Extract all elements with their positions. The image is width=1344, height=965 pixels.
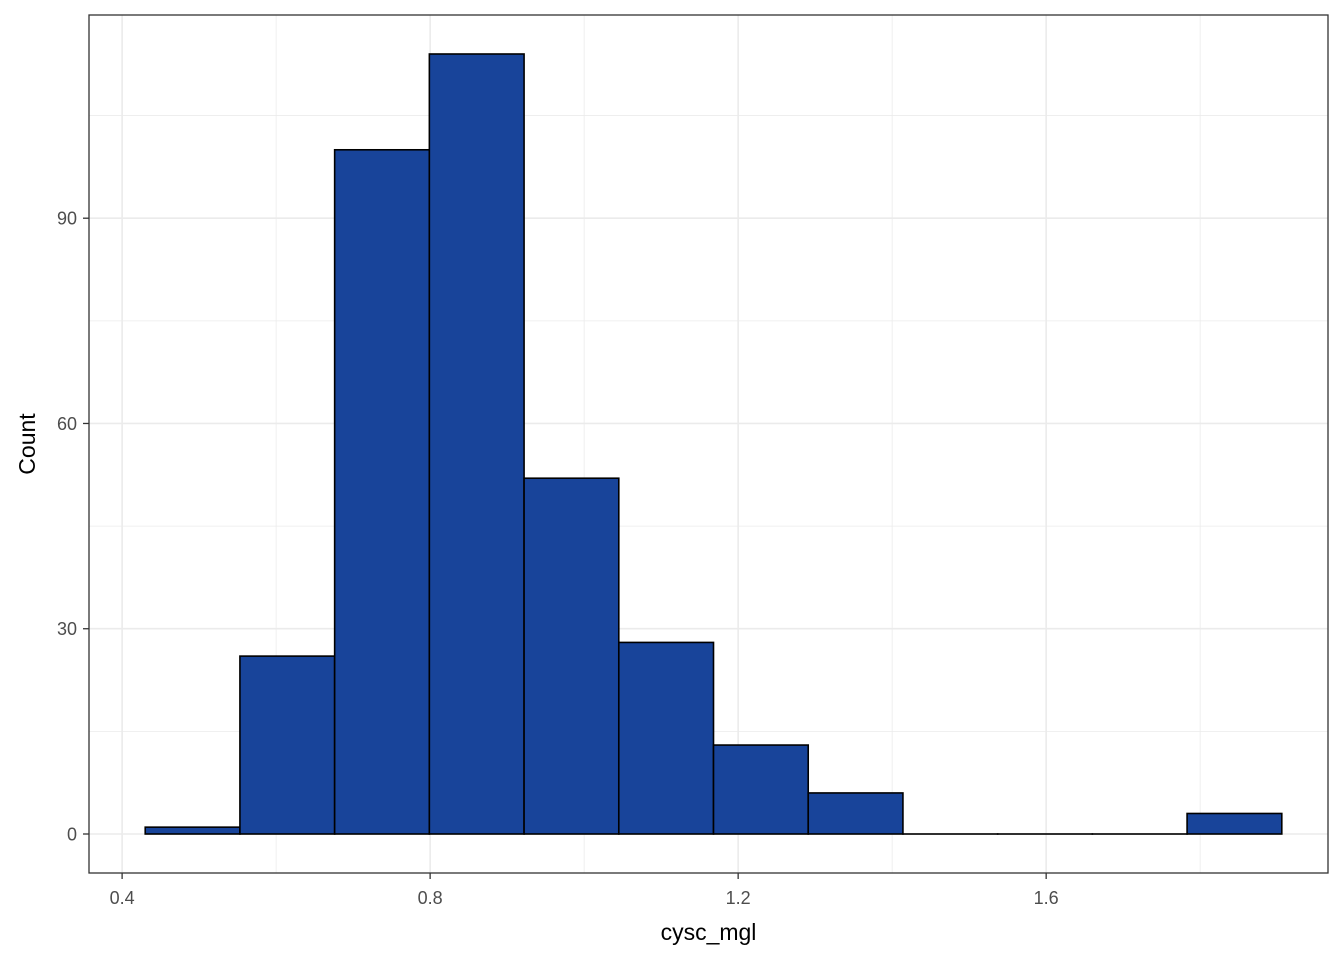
histogram-bar (1187, 813, 1282, 834)
histogram-bar (145, 827, 240, 834)
y-tick-label: 90 (57, 209, 77, 229)
histogram-bar (335, 150, 430, 834)
x-axis: 0.4 0.8 1.2 1.6 (110, 873, 1059, 908)
x-axis-title: cysc_mgl (661, 919, 757, 945)
y-axis: 0 30 60 90 (57, 209, 89, 845)
histogram-bars (145, 54, 1282, 834)
x-tick-label: 1.2 (726, 888, 751, 908)
histogram-bar (808, 793, 903, 834)
histogram-bar (619, 642, 714, 834)
y-tick-label: 30 (57, 619, 77, 639)
histogram-bar (429, 54, 524, 834)
x-tick-label: 0.4 (110, 888, 135, 908)
histogram-bar (714, 745, 809, 834)
y-tick-label: 0 (67, 825, 77, 845)
histogram-bar (240, 656, 335, 834)
y-tick-label: 60 (57, 414, 77, 434)
histogram-bar (524, 478, 619, 834)
x-tick-label: 0.8 (418, 888, 443, 908)
y-axis-title: Count (14, 413, 40, 475)
x-tick-label: 1.6 (1034, 888, 1059, 908)
